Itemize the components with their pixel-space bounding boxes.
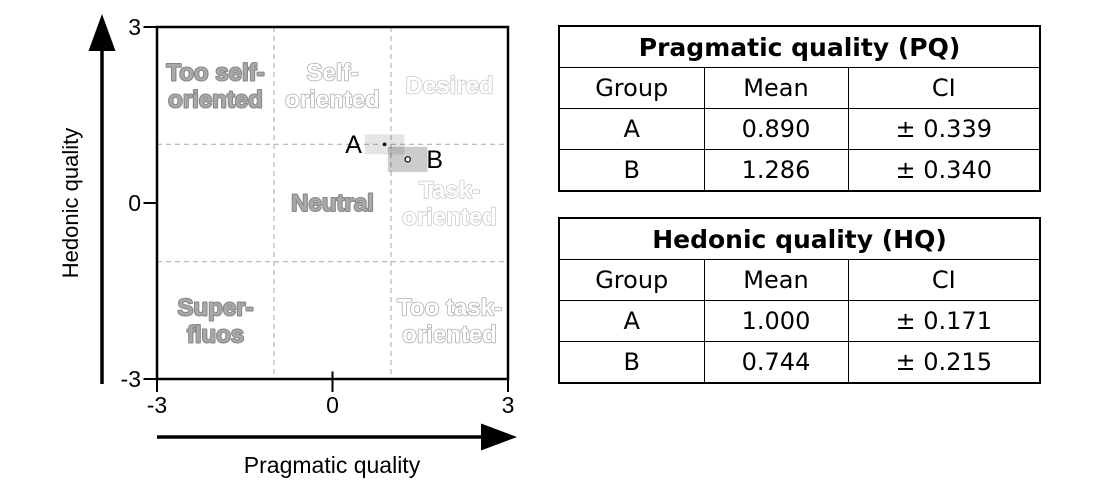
table-row: A 1.000 ± 0.171 xyxy=(558,300,1041,342)
hq-a-group: A xyxy=(558,300,705,342)
pq-col-mean: Mean xyxy=(703,67,849,109)
hq-b-group: B xyxy=(558,341,705,384)
pq-b-mean: 1.286 xyxy=(703,149,849,192)
pq-b-group: B xyxy=(558,149,705,192)
quadrant-label-super-fluos: Super-fluos xyxy=(177,294,253,348)
table-row: B 0.744 ± 0.215 xyxy=(558,341,1041,384)
x-tick-label: -3 xyxy=(147,392,167,418)
marker-A xyxy=(382,142,387,147)
hq-title-row: Hedonic quality (HQ) xyxy=(558,217,1041,260)
quadrant-label-too-task-oriented: Too task-oriented xyxy=(397,294,502,348)
quadrant-label-task-oriented: Task-oriented xyxy=(402,177,497,231)
hq-header-row: Group Mean CI xyxy=(558,259,1041,301)
hq-table-title: Hedonic quality (HQ) xyxy=(558,217,1041,260)
hq-a-mean: 1.000 xyxy=(703,300,849,342)
point-label-B: B xyxy=(426,146,443,174)
pq-table-title: Pragmatic quality (PQ) xyxy=(558,25,1041,68)
hq-b-mean: 0.744 xyxy=(703,341,849,384)
pq-a-mean: 0.890 xyxy=(703,108,849,150)
x-axis-label: Pragmatic quality xyxy=(244,452,421,478)
y-tick-label: 3 xyxy=(128,14,141,40)
y-tick-label: 0 xyxy=(128,190,141,216)
hq-col-ci: CI xyxy=(847,259,1041,301)
hq-a-ci: ± 0.171 xyxy=(847,300,1041,342)
pq-b-ci: ± 0.340 xyxy=(847,149,1041,192)
quadrant-label-self-oriented: Self-oriented xyxy=(285,60,380,114)
point-label-A: A xyxy=(345,131,362,159)
quadrant-label-neutral: Neutral xyxy=(291,190,374,217)
y-axis-label: Hedonic quality xyxy=(58,128,83,278)
pq-a-group: A xyxy=(558,108,705,150)
pq-col-group: Group xyxy=(558,67,705,109)
y-tick-label: -3 xyxy=(121,366,141,392)
pq-table: Pragmatic quality (PQ) Group Mean CI A 0… xyxy=(558,25,1042,192)
marker-B xyxy=(404,156,411,163)
pq-header-row: Group Mean CI xyxy=(558,67,1041,109)
hq-b-ci: ± 0.215 xyxy=(847,341,1041,384)
pq-a-ci: ± 0.339 xyxy=(847,108,1041,150)
hq-table: Hedonic quality (HQ) Group Mean CI A 1.0… xyxy=(558,217,1041,384)
quadrant-label-desired: Desired xyxy=(405,73,493,100)
x-tick-label: 0 xyxy=(326,392,339,418)
hq-col-mean: Mean xyxy=(703,259,849,301)
y-axis-arrowhead xyxy=(88,14,116,51)
table-row: A 0.890 ± 0.339 xyxy=(558,108,1041,150)
x-tick-label: 3 xyxy=(502,392,515,418)
quadrant-label-too-self-oriented: Too self-oriented xyxy=(166,60,264,114)
quadrant-chart: Too self-oriented Self-oriented Desired Neu… xyxy=(58,14,517,478)
pq-title-row: Pragmatic quality (PQ) xyxy=(558,25,1041,68)
table-row: B 1.286 ± 0.340 xyxy=(558,149,1041,192)
hq-col-group: Group xyxy=(558,259,705,301)
x-axis-arrowhead xyxy=(481,423,517,451)
pq-col-ci: CI xyxy=(847,67,1041,109)
